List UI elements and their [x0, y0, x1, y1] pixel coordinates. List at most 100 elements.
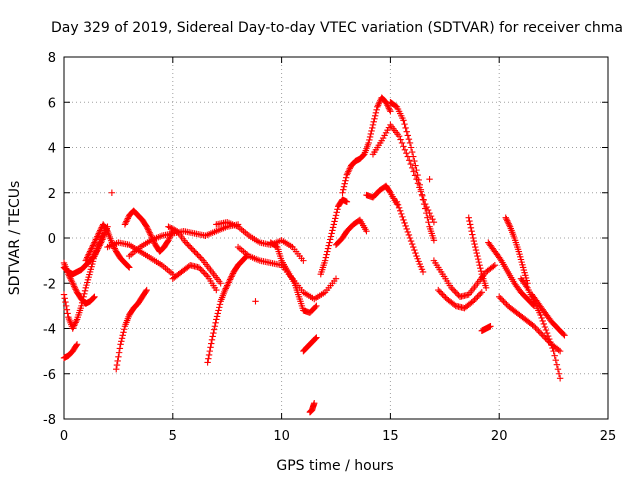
data-point: [410, 168, 417, 175]
data-point: [505, 220, 512, 227]
y-tick-label: -4: [43, 323, 56, 338]
data-point: [469, 231, 476, 238]
data-point: [122, 219, 129, 227]
data-point: [143, 223, 150, 230]
data-point: [61, 295, 68, 302]
data-point: [210, 329, 217, 337]
data-point: [329, 227, 336, 234]
y-tick-label: -6: [43, 368, 56, 383]
data-point: [94, 245, 102, 252]
data-point: [367, 130, 375, 138]
data-point: [411, 246, 418, 254]
data-point: [116, 345, 124, 352]
data-point: [326, 236, 334, 243]
data-point: [226, 277, 233, 285]
data-point: [328, 230, 335, 237]
data-point: [332, 275, 340, 282]
data-point: [73, 317, 80, 325]
data-point: [192, 249, 200, 257]
data-point: [542, 326, 550, 334]
data-point: [342, 177, 349, 184]
data-point: [145, 228, 153, 235]
data-point: [523, 283, 530, 290]
data-point: [68, 278, 76, 285]
data-point: [472, 243, 479, 251]
data-point: [200, 268, 207, 276]
data-point: [72, 319, 79, 326]
data-point: [415, 176, 422, 184]
data-point: [395, 132, 403, 140]
data-point: [476, 261, 483, 269]
data-point: [108, 189, 116, 196]
y-tick-label: 8: [48, 51, 56, 66]
data-point: [216, 304, 223, 311]
data-point: [550, 347, 557, 355]
data-point: [208, 336, 216, 344]
data-point: [72, 286, 79, 293]
data-point: [226, 276, 234, 283]
chart-title: Day 329 of 2019, Sidereal Day-to-day VTE…: [51, 20, 623, 36]
data-point: [78, 302, 85, 310]
data-point: [539, 317, 546, 325]
data-point: [146, 229, 153, 236]
data-point: [197, 254, 204, 261]
data-point: [90, 240, 97, 248]
data-point: [197, 265, 204, 273]
data-point: [408, 164, 416, 172]
data-point: [345, 168, 352, 175]
data-point: [198, 267, 206, 274]
data-point: [225, 279, 232, 286]
data-point: [474, 252, 481, 260]
data-point: [82, 257, 89, 264]
data-point: [169, 225, 176, 233]
data-point: [86, 249, 93, 257]
data-point: [120, 329, 127, 336]
data-point: [91, 293, 98, 301]
data-point: [449, 286, 456, 293]
data-point: [477, 267, 485, 275]
data-point: [369, 124, 376, 132]
data-point: [87, 246, 95, 254]
data-point: [81, 287, 89, 294]
data-point: [213, 313, 221, 320]
data-point: [229, 271, 236, 279]
data-point: [86, 248, 94, 255]
data-point: [118, 335, 126, 342]
data-point: [89, 242, 97, 249]
data-point: [313, 334, 320, 341]
data-point: [91, 252, 98, 260]
data-point: [331, 218, 338, 225]
data-point: [83, 255, 90, 263]
data-point: [332, 215, 339, 222]
data-point: [206, 347, 213, 355]
data-point: [555, 346, 562, 354]
data-point: [117, 341, 124, 348]
data-point: [403, 128, 410, 135]
data-point: [386, 106, 393, 113]
data-point: [407, 160, 414, 168]
data-point: [472, 246, 480, 254]
data-point: [94, 231, 102, 239]
data-point: [171, 226, 178, 233]
data-point: [496, 293, 503, 301]
data-point: [477, 290, 484, 298]
data-point: [532, 324, 539, 331]
data-point: [477, 264, 484, 272]
data-point: [325, 242, 332, 249]
data-point: [410, 153, 417, 160]
data-point: [327, 233, 335, 240]
data-point: [124, 262, 132, 270]
data-point: [97, 240, 104, 248]
data-point: [213, 316, 220, 323]
data-point: [497, 295, 504, 302]
data-point: [311, 399, 318, 407]
data-point: [471, 240, 478, 248]
data-point: [371, 115, 378, 123]
data-point: [113, 361, 121, 369]
data-point: [91, 239, 98, 246]
data-point: [96, 228, 103, 236]
data-point: [401, 146, 409, 153]
data-point: [466, 221, 474, 228]
data-point: [403, 225, 410, 233]
data-point: [185, 242, 192, 249]
